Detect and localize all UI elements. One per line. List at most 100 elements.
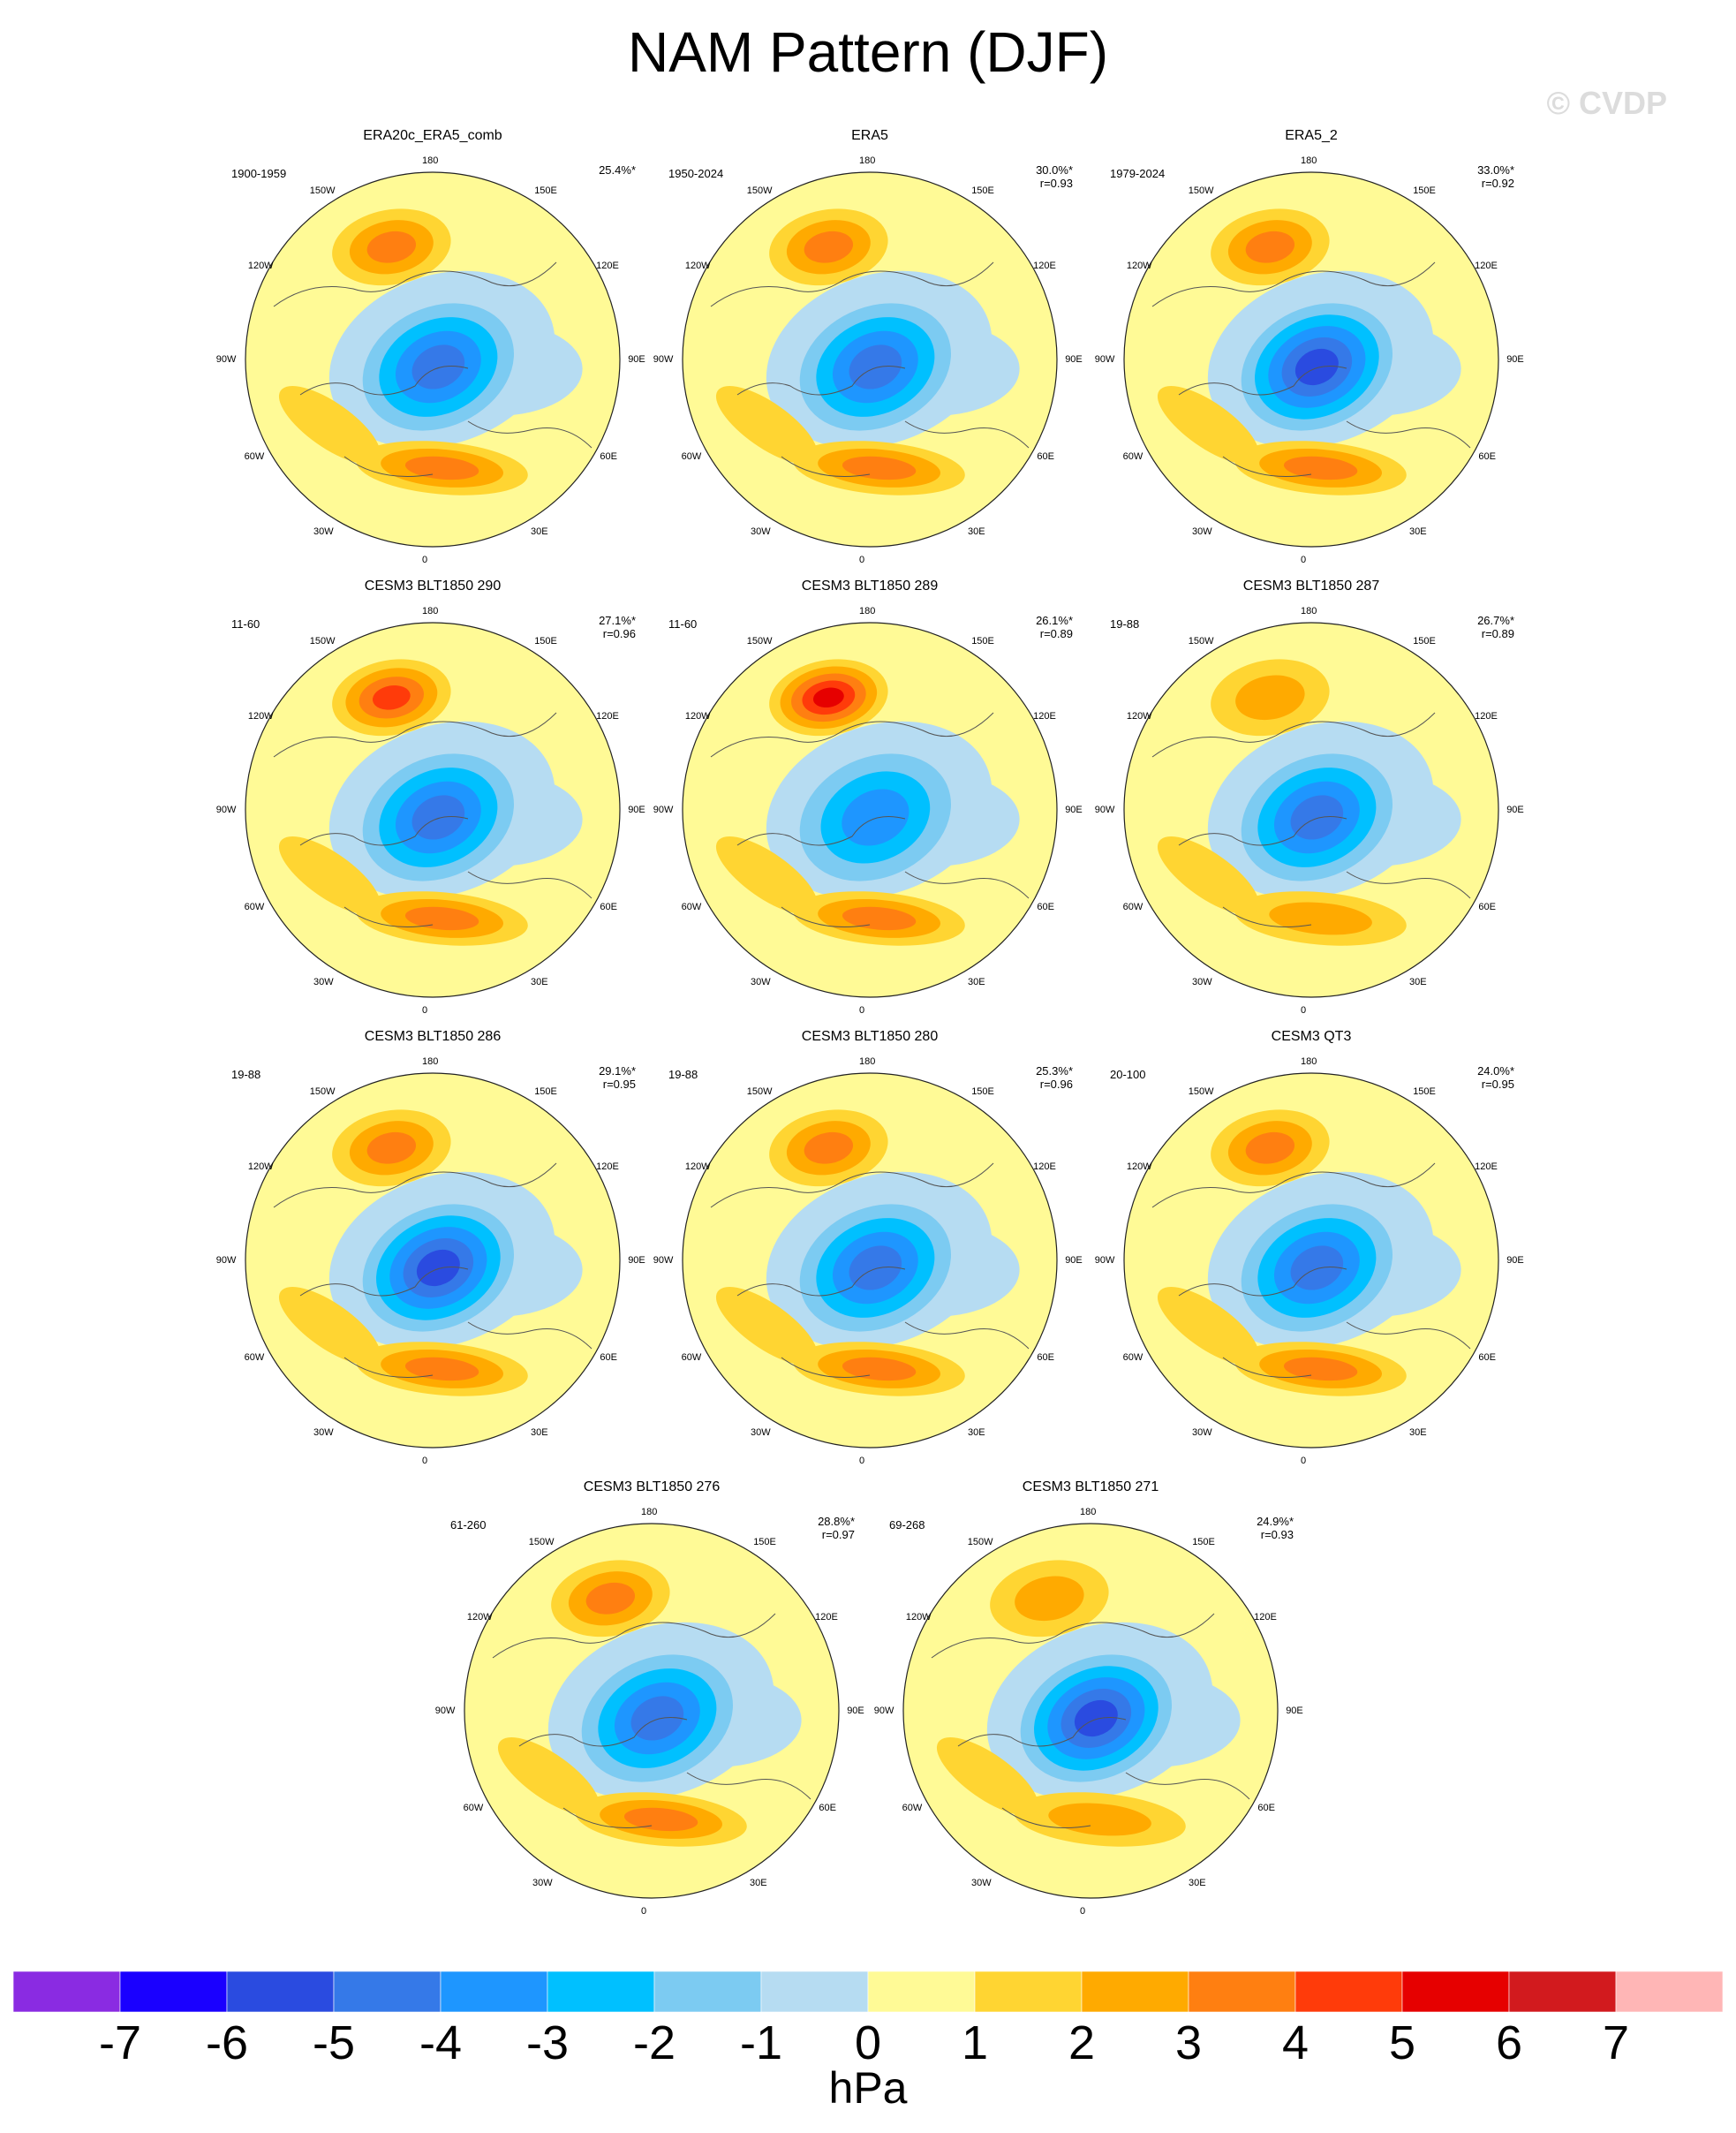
panel-variance-pct: 30.0%* [1036, 163, 1073, 177]
longitude-label-e: 90E [1065, 1255, 1083, 1266]
negative-contour [1074, 1699, 1118, 1737]
panel-stats: 25.4%* [599, 163, 636, 177]
longitude-label-sw: 30W [313, 1427, 334, 1439]
colorbar-tick: -5 [312, 2016, 355, 2069]
map-panel: ERA20c_ERA5_comb 1900-1959 25.4%* 180 0 150W 1… [203, 128, 662, 565]
longitude-label-wsw: 60W [244, 1352, 265, 1364]
panel-pattern-corr: r=0.96 [1039, 1078, 1073, 1091]
longitude-label-wnw: 120W [905, 1612, 932, 1622]
panel-years: 11-60 [231, 617, 260, 631]
longitude-label-n: 180 [859, 155, 876, 167]
longitude-label-s: 0 [1301, 1455, 1307, 1466]
longitude-label-e: 90E [1286, 1706, 1303, 1716]
panel-pattern-corr: r=0.89 [1039, 627, 1073, 640]
coastlines [1151, 712, 1471, 927]
longitude-label-nw: 150W [746, 636, 773, 647]
longitude-label-w: 90W [653, 354, 674, 365]
longitude-label-se: 30E [967, 977, 985, 988]
longitude-label-ne: 150E [534, 185, 557, 197]
colorbar-tick: -6 [205, 2016, 248, 2069]
longitude-label-w: 90W [215, 805, 237, 815]
map-panel: ERA5 1950-2024 30.0%* r=0.93 180 0 150W 150E 120… [640, 128, 1099, 565]
longitude-label-w: 90W [653, 1255, 674, 1266]
longitude-label-ese: 60E [1478, 902, 1496, 913]
longitude-label-s: 0 [1080, 1905, 1086, 1917]
longitude-label-sw: 30W [1192, 526, 1212, 538]
western-positive-lobe [1157, 1287, 1259, 1365]
polar-map [682, 171, 1058, 548]
coastlines [710, 712, 1030, 927]
longitude-label-wsw: 60W [681, 1352, 702, 1364]
pacific-positive-contour [804, 1131, 854, 1164]
map-panel: CESM3 BLT1850 286 19-88 29.1%* r=0.95 180 0 15… [203, 1029, 662, 1466]
panel-title: CESM3 BLT1850 287 [1242, 579, 1380, 594]
panel-title: ERA5 [851, 128, 888, 143]
longitude-label-wnw: 120W [247, 1161, 274, 1172]
western-positive-lobe [715, 836, 818, 915]
longitude-label-wnw: 120W [466, 1612, 493, 1622]
panel-years: 19-88 [1110, 617, 1140, 631]
colorbar-tick: 3 [1174, 2016, 1203, 2069]
pacific-positive-contour [1245, 231, 1295, 263]
longitude-label-ese: 60E [600, 902, 617, 913]
western-positive-lobe [715, 1287, 818, 1365]
longitude-label-nw: 150W [528, 1537, 555, 1548]
longitude-label-ese: 60E [1478, 451, 1496, 463]
longitude-label-wsw: 60W [681, 451, 702, 463]
longitude-label-nw: 150W [746, 185, 773, 197]
longitude-label-wnw: 120W [247, 261, 274, 271]
atlantic-positive-contour [842, 906, 917, 931]
longitude-label-ene: 120E [1254, 1612, 1277, 1622]
panel-title: CESM3 BLT1850 286 [364, 1029, 502, 1044]
panel-years: 19-88 [231, 1068, 261, 1081]
longitude-label-e: 90E [1065, 805, 1083, 815]
longitude-label-w: 90W [434, 1706, 456, 1716]
longitude-label-sw: 30W [313, 977, 334, 988]
colorbar-units-label: hPa [828, 2063, 908, 2113]
longitude-label-s: 0 [1301, 1004, 1307, 1016]
coastlines [710, 261, 1030, 477]
panel-stats: 24.9%* r=0.93 [1257, 1515, 1294, 1541]
colorbar-swatch [974, 1971, 1083, 2012]
panel-pattern-corr: r=0.97 [821, 1528, 855, 1541]
panel-title: ERA20c_ERA5_comb [363, 128, 502, 143]
negative-contour [416, 1249, 460, 1287]
panel-variance-pct: 24.0%* [1477, 1064, 1514, 1078]
longitude-label-ne: 150E [534, 1086, 557, 1098]
western-positive-lobe [936, 1737, 1038, 1816]
map-boundary [682, 171, 1058, 548]
colorbar-swatch [440, 1971, 548, 2012]
longitude-label-w: 90W [1094, 354, 1115, 365]
longitude-label-sw: 30W [751, 1427, 771, 1439]
atlantic-positive-contour [623, 1807, 698, 1832]
longitude-label-n: 180 [1301, 606, 1317, 617]
negative-contour [411, 344, 465, 390]
longitude-label-wnw: 120W [684, 1161, 711, 1172]
longitude-label-se: 30E [967, 1427, 985, 1439]
panel-title: CESM3 QT3 [1271, 1029, 1352, 1044]
panel-title: ERA5_2 [1285, 128, 1338, 143]
longitude-label-n: 180 [859, 606, 876, 617]
panel-stats: 27.1%* r=0.96 [599, 614, 636, 640]
colorbar-swatch [653, 1971, 762, 2012]
longitude-label-ese: 60E [600, 451, 617, 463]
longitude-label-wsw: 60W [244, 902, 265, 913]
colorbar-tick: -7 [98, 2016, 141, 2069]
panel-years: 61-260 [450, 1518, 487, 1532]
map-panel: CESM3 BLT1850 280 19-88 25.3%* r=0.96 180 0 15… [640, 1029, 1099, 1466]
pacific-positive-contour [812, 687, 844, 708]
panel-stats: 26.1%* r=0.89 [1036, 614, 1073, 640]
longitude-label-sw: 30W [313, 526, 334, 538]
coastlines [273, 712, 593, 927]
longitude-label-se: 30E [1188, 1878, 1206, 1889]
negative-contour [630, 1696, 684, 1741]
panel-pattern-corr: r=0.95 [1481, 1078, 1514, 1091]
longitude-label-ese: 60E [600, 1352, 617, 1364]
longitude-label-sw: 30W [532, 1878, 553, 1889]
atlantic-positive-contour [404, 456, 479, 480]
longitude-label-wnw: 120W [684, 711, 711, 722]
longitude-label-wsw: 60W [1122, 1352, 1143, 1364]
longitude-label-e: 90E [847, 1706, 864, 1716]
longitude-label-nw: 150W [746, 1086, 773, 1098]
colorbar-swatch [333, 1971, 442, 2012]
